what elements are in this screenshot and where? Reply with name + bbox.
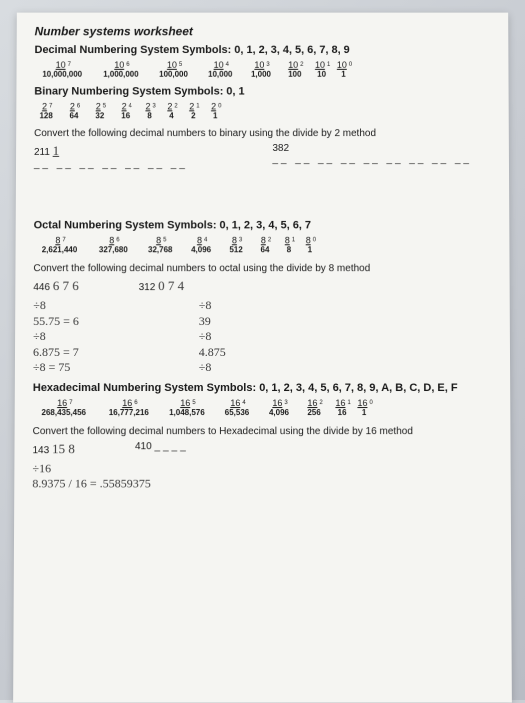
octal-work-left: ÷8 55.75 = 6 ÷8 6.875 = 7 ÷8 = 75 [33,298,79,376]
power-cell: 2664 [64,101,84,120]
binary-heading: Binary Numbering System Symbols: 0, 1 [34,85,490,97]
power-cell: 10710,000,000 [34,60,90,79]
octal-handwork: ÷8 55.75 = 6 ÷8 6.875 = 7 ÷8 = 75 ÷8 39 … [33,298,492,376]
octal-heading: Octal Numbering System Symbols: 0, 1, 2,… [34,220,492,232]
power-cell: 1001 [337,60,351,79]
power-cell: 1031,000 [245,60,277,79]
power-cell: 224 [164,101,180,120]
blank-line: __ __ __ __ __ __ __ [34,159,188,170]
decimal-heading: Decimal Numbering System Symbols: 0, 1, … [34,44,490,56]
power-cell: 1651,048,576 [163,398,211,418]
power-cell: 818 [281,236,297,256]
power-cell: 102100 [283,60,307,79]
octal-p1: 446 [33,282,50,293]
octal-hand-ans2: 0 7 4 [158,278,184,293]
binary-problems: 211 1 __ __ __ __ __ __ __ 382 __ __ __ … [34,143,491,170]
blank-line: ____ [154,441,188,452]
binary-hand-1: 1 [53,143,60,158]
power-cell: 8532,768 [141,236,179,256]
power-cell: 212 [185,101,201,120]
octal-work-right: ÷8 39 ÷8 4.875 ÷8 [199,298,226,376]
power-cell: 10110 [313,60,331,79]
binary-instruction: Convert the following decimal numbers to… [34,129,491,140]
power-cell: 16465,536 [217,398,257,418]
power-cell: 162256 [301,398,327,418]
power-cell: 872,621,440 [33,236,85,256]
hex-p1: 143 [32,445,49,456]
power-cell: 844,096 [185,236,217,256]
hex-problems: 143 15 8 410 ____ [32,441,492,457]
power-cell: 16616,777,216 [101,398,157,418]
power-cell: 105100,000 [152,60,196,79]
binary-p1: 211 [34,147,50,158]
power-cell: 16116 [333,398,351,418]
hex-power-row: 167268,435,456 16616,777,216 1651,048,576 1… [33,398,493,418]
power-cell: 83512 [223,236,249,256]
decimal-power-row: 10710,000,000 1061,000,000 105100,000 10410… [34,60,490,79]
power-cell: 201 [207,101,223,120]
octal-power-row: 872,621,440 86327,680 8532,768 844,096 83512… [33,236,491,256]
power-cell: 1634,096 [263,398,295,418]
hex-handwork: ÷16 8.9375 / 16 = .55859375 [32,461,492,492]
hex-work: ÷16 8.9375 / 16 = .55859375 [32,461,151,492]
binary-p2: 382 [272,143,289,154]
hex-hand-ans1: 15 8 [52,441,75,456]
power-cell: 8264 [255,236,275,256]
power-cell: 238 [142,101,158,120]
worksheet-paper: Number systems worksheet Decimal Numberi… [13,13,512,703]
worksheet-title: Number systems worksheet [35,24,491,38]
octal-instruction: Convert the following decimal numbers to… [33,263,491,274]
octal-p2: 312 [139,282,156,293]
power-cell: 167268,435,456 [33,398,95,418]
power-cell: 10410,000 [201,60,239,79]
power-cell: 1061,000,000 [96,60,146,79]
octal-hand-ans1: 6 7 6 [53,278,79,293]
hex-heading: Hexadecimal Numbering System Symbols: 0,… [33,382,492,394]
power-cell: 2416 [116,101,136,120]
hex-p2: 410 [135,441,152,452]
power-cell: 2532 [90,101,110,120]
binary-power-row: 27128 2664 2532 2416 238 224 212 201 [34,101,491,120]
hex-instruction: Convert the following decimal numbers to… [33,426,493,437]
octal-problems: 446 6 7 6 312 0 7 4 [33,278,491,294]
power-cell: 27128 [34,101,58,120]
power-cell: 86327,680 [91,236,135,256]
power-cell: 801 [303,236,317,256]
power-cell: 1601 [357,398,371,418]
blank-line: __ __ __ __ __ __ __ __ __ [272,154,472,165]
